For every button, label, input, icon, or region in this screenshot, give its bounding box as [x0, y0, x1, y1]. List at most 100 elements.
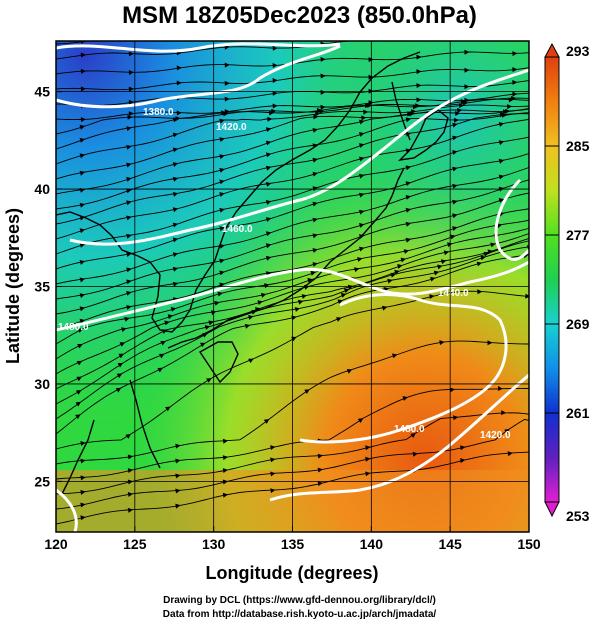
wind-arrow [416, 83, 422, 88]
colorbar-scale [544, 56, 560, 503]
wind-arrow [160, 341, 166, 346]
wind-arrow [272, 78, 278, 83]
wind-arrow [80, 52, 86, 58]
wind-arrow [512, 67, 518, 73]
wind-arrow [219, 282, 225, 288]
wind-arrow [320, 73, 326, 79]
wind-arrow [490, 242, 496, 248]
wind-arrow [244, 323, 251, 329]
wind-arrow [80, 515, 86, 521]
wind-arrow [443, 250, 450, 256]
wind-arrow [317, 453, 323, 459]
wind-arrow [76, 376, 82, 382]
wind-arrow [219, 226, 225, 232]
wind-arrow [460, 458, 466, 464]
wind-arrow [464, 49, 470, 55]
wind-arrow [359, 209, 365, 215]
wind-arrow [411, 109, 417, 115]
wind-arrow [265, 200, 272, 205]
wind-arrow [126, 233, 132, 239]
streamline [56, 237, 529, 390]
wind-arrow [272, 63, 278, 68]
wind-arrow [498, 140, 505, 146]
wind-arrow [270, 445, 276, 450]
wind-arrow [390, 272, 397, 278]
wind-arrow [172, 132, 179, 138]
wind-arrow [433, 270, 440, 276]
wind-arrow [79, 153, 86, 159]
wind-arrow [125, 433, 131, 439]
chart-title: MSM 18Z05Dec2023 (850.0hPa) [122, 2, 477, 29]
wind-arrow [265, 243, 272, 249]
colorbar-max-arrow [544, 42, 560, 58]
wind-arrow [80, 458, 86, 464]
wind-arrow [167, 314, 174, 320]
wind-arrow [460, 445, 466, 451]
wind-arrow [77, 344, 83, 349]
wind-arrow [512, 51, 518, 57]
wind-arrow [359, 192, 365, 198]
wind-arrow [264, 283, 270, 289]
wind-arrow [126, 188, 132, 194]
y-tick-label: 25 [34, 473, 50, 489]
wind-arrow [127, 507, 134, 513]
wind-arrow [503, 109, 509, 115]
wind-arrow [507, 104, 513, 110]
wind-arrow [128, 86, 134, 92]
y-axis-title: Latitude (degrees) [3, 208, 23, 364]
wind-arrow [79, 243, 86, 248]
wind-arrow [219, 137, 225, 142]
wind-arrow [263, 419, 270, 424]
x-tick-label: 135 [281, 536, 305, 552]
wind-arrow [176, 110, 182, 116]
wind-arrow [403, 249, 410, 254]
x-tick-label: 140 [360, 536, 384, 552]
wind-arrow [501, 410, 507, 416]
wind-arrow [460, 98, 466, 104]
contour-label-1: 1380.0 [143, 107, 174, 118]
contour-label-7: 1420.0 [480, 430, 511, 441]
wind-arrow [452, 135, 458, 141]
wind-arrow [272, 90, 278, 96]
wind-arrow [159, 353, 165, 359]
wind-arrow [80, 86, 86, 92]
wind-arrow [214, 300, 220, 306]
wind-arrow [405, 165, 412, 171]
wind-arrow [265, 231, 272, 237]
wind-arrow [364, 103, 370, 109]
wind-arrow [455, 111, 461, 116]
wind-arrow [248, 315, 254, 320]
wind-arrow [304, 389, 310, 394]
wind-arrow [312, 157, 318, 163]
contour-label-4: 1440.0 [438, 288, 469, 299]
wind-arrow [126, 215, 132, 221]
wind-arrow [172, 162, 179, 167]
colorbar-label: 293 [566, 43, 590, 59]
streamline [56, 290, 529, 450]
wind-arrow [312, 233, 318, 239]
wind-arrow [346, 369, 353, 374]
wind-arrow [75, 414, 81, 420]
wind-arrow [354, 267, 360, 273]
wind-arrow [405, 195, 412, 200]
wind-arrow [265, 182, 272, 187]
wind-arrow [117, 362, 124, 368]
wind-arrow [452, 226, 458, 231]
wind-arrow [270, 457, 276, 463]
wind-arrow [412, 104, 418, 110]
wind-arrow [126, 305, 132, 310]
wind-arrow [480, 255, 486, 261]
wind-arrow [498, 158, 505, 164]
wind-arrow [206, 378, 212, 383]
wind-arrow [219, 270, 225, 276]
wind-arrow [359, 132, 365, 137]
wind-arrow [504, 428, 510, 434]
wind-arrow [128, 111, 134, 117]
contour-label-5: 1480.0 [58, 322, 89, 333]
wind-arrow [79, 124, 86, 130]
wind-arrow [265, 152, 272, 158]
y-axis-ticks: 25 30 35 40 45 [34, 84, 62, 489]
wind-arrow [512, 91, 518, 97]
wind-arrow [219, 207, 225, 213]
colorbar-label: 253 [566, 508, 590, 524]
